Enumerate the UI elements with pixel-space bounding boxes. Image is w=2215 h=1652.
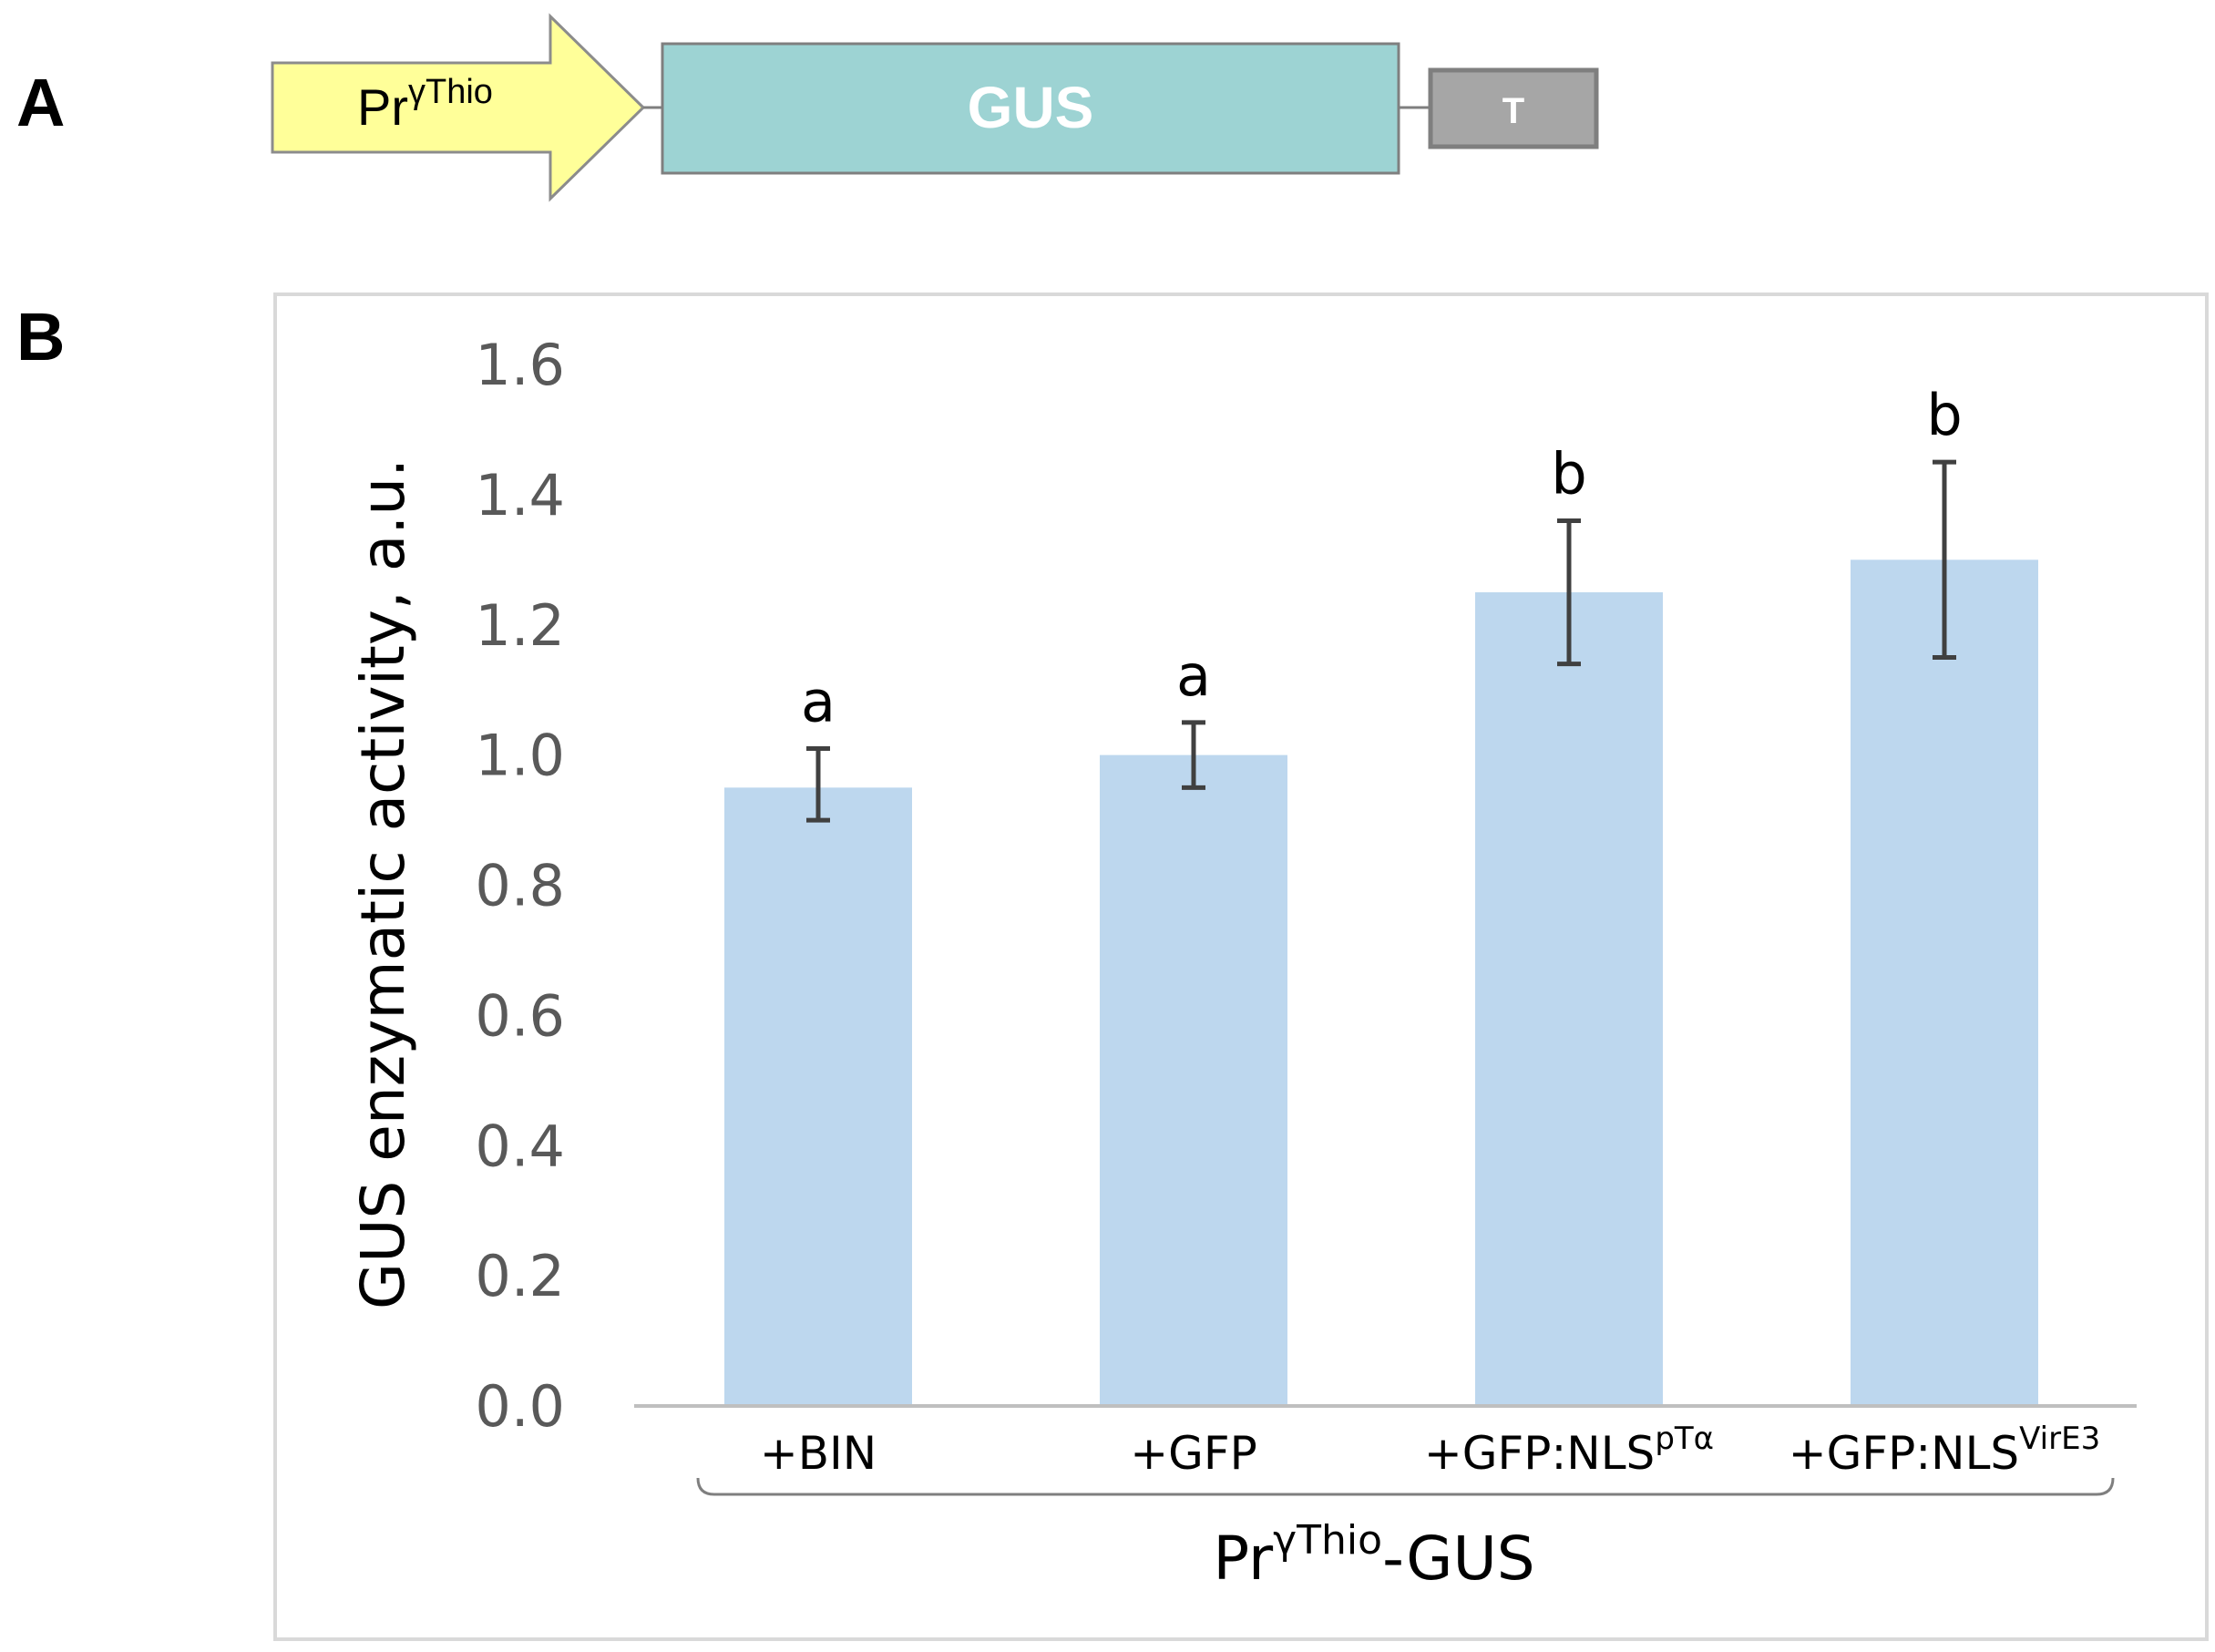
y-tick-label: 1.4 (475, 462, 565, 528)
error-bar (806, 745, 830, 823)
y-tick-label: 0.2 (475, 1243, 565, 1309)
significance-letter: a (801, 668, 836, 734)
y-axis-tick-labels: 0.0 0.2 0.4 0.6 0.8 1.0 1.2 1.4 1.6 (475, 332, 565, 1440)
y-tick-label: 0.4 (475, 1113, 565, 1179)
group-label-suffix: -GUS (1382, 1524, 1535, 1594)
terminator-box (1428, 67, 1599, 149)
x-category-label-sup: VirE3 (2019, 1421, 2100, 1457)
bar (1851, 559, 2038, 1406)
promoter-label-base: Pr (357, 78, 408, 136)
x-category-label: +GFP:NLSpTα (1424, 1421, 1714, 1480)
group-brace (696, 1477, 2115, 1496)
bars (724, 559, 2038, 1406)
bar (724, 787, 912, 1406)
error-bars (806, 459, 1956, 823)
x-category-label: +BIN (760, 1427, 877, 1480)
significance-letters: a a b b (801, 382, 1963, 734)
x-category-label-base: +GFP:NLS (1789, 1427, 2019, 1480)
y-tick-label: 1.0 (475, 723, 565, 789)
group-label-base: Pr (1213, 1524, 1274, 1594)
promoter-arrow (271, 13, 646, 202)
y-tick-label: 1.6 (475, 332, 565, 398)
panel-b-label: B (16, 299, 65, 375)
significance-letter: b (1551, 440, 1586, 507)
panel-a-label: A (16, 65, 65, 140)
promoter-label-sup: γThio (408, 73, 493, 111)
error-bar (1557, 518, 1581, 667)
group-label-sup: γThio (1273, 1517, 1382, 1564)
x-category-label-base: +BIN (760, 1427, 877, 1480)
y-axis-title: GUS enzymatic activity, a.u. (348, 458, 418, 1309)
significance-letter: b (1926, 382, 1962, 448)
y-tick-label: 0.0 (475, 1373, 565, 1440)
promoter-label: PrγThio (357, 73, 493, 136)
gus-gene-label: GUS (968, 75, 1094, 140)
y-tick-label: 0.8 (475, 853, 565, 919)
bar (1475, 592, 1663, 1406)
group-label: PrγThio-GUS (1213, 1517, 1534, 1594)
x-axis-category-labels: +BIN +GFP +GFP:NLSpTα +GFP:NLSVirE3 (760, 1421, 2100, 1480)
x-category-label: +GFP (1130, 1427, 1257, 1480)
y-tick-label: 0.6 (475, 982, 565, 1049)
error-bar (1182, 720, 1205, 790)
significance-letter: a (1176, 642, 1211, 709)
x-category-label-base: +GFP:NLS (1424, 1427, 1655, 1480)
bar (1100, 754, 1287, 1406)
x-category-label: +GFP:NLSVirE3 (1789, 1421, 2100, 1480)
x-category-label-base: +GFP (1130, 1427, 1257, 1480)
terminator-label: T (1502, 91, 1524, 131)
y-tick-label: 1.2 (475, 592, 565, 659)
x-category-label-sup: pTα (1655, 1421, 1714, 1457)
error-bar (1933, 459, 1956, 660)
